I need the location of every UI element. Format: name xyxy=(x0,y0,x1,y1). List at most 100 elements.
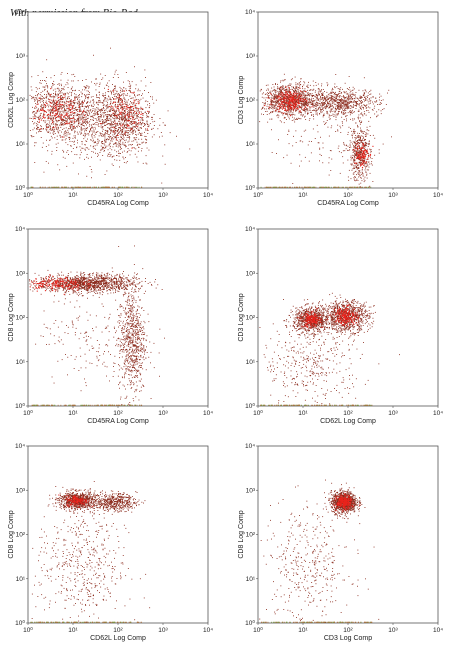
event-dot xyxy=(319,186,321,188)
event-dot xyxy=(78,104,80,106)
event-dot xyxy=(268,95,270,96)
event-dot xyxy=(125,108,127,110)
event-dot xyxy=(68,105,70,107)
event-dot xyxy=(48,92,50,94)
event-dot xyxy=(44,104,46,106)
event-dot xyxy=(56,186,58,188)
event-dot xyxy=(67,116,68,118)
event-dot xyxy=(105,121,107,123)
event-dot xyxy=(287,91,289,93)
event-dot xyxy=(61,99,63,100)
event-dot xyxy=(123,162,125,163)
event-dot xyxy=(273,105,275,106)
event-dot xyxy=(50,130,52,131)
event-dot xyxy=(120,122,122,124)
event-dot xyxy=(103,122,105,123)
event-dot xyxy=(85,129,86,131)
event-dot xyxy=(136,99,138,101)
event-dot xyxy=(324,91,325,92)
event-dot xyxy=(129,107,131,109)
event-dot xyxy=(101,79,103,80)
event-dot xyxy=(124,133,126,135)
event-dot xyxy=(52,95,54,97)
event-dot xyxy=(138,186,140,188)
event-dot xyxy=(115,111,117,112)
event-dot xyxy=(279,186,280,188)
event-dot xyxy=(114,121,116,122)
event-dot xyxy=(68,122,70,124)
event-dot xyxy=(128,124,130,126)
event-dot xyxy=(121,94,122,96)
event-dot xyxy=(34,116,36,118)
event-dot xyxy=(58,103,59,105)
event-dot xyxy=(352,89,354,91)
event-dot xyxy=(327,103,329,104)
event-dot xyxy=(117,134,119,136)
event-dot xyxy=(83,108,85,110)
event-dot xyxy=(142,115,144,116)
event-dot xyxy=(72,102,74,104)
event-dot xyxy=(97,124,99,126)
event-dot xyxy=(136,141,138,143)
event-dot xyxy=(39,109,41,111)
event-dot xyxy=(286,119,287,120)
event-dot xyxy=(146,142,147,144)
event-dot xyxy=(371,164,373,166)
event-dot xyxy=(299,186,301,188)
event-dot xyxy=(307,94,309,95)
event-dot xyxy=(110,90,112,92)
event-dot xyxy=(80,149,82,151)
event-dot xyxy=(123,150,125,152)
event-dot xyxy=(364,106,366,108)
event-dot xyxy=(288,109,290,110)
event-dot xyxy=(91,186,93,188)
event-dot xyxy=(369,94,371,95)
event-dot xyxy=(342,88,343,90)
event-dot xyxy=(355,150,357,152)
event-dot xyxy=(353,88,355,90)
event-dot xyxy=(153,125,155,126)
x-tick-label: 10⁴ xyxy=(203,192,213,199)
event-dot xyxy=(91,111,92,113)
event-dot xyxy=(59,105,61,107)
event-dot xyxy=(55,110,57,112)
event-dot xyxy=(57,126,59,128)
event-dot xyxy=(113,101,114,103)
event-dot xyxy=(311,110,313,111)
event-dot xyxy=(349,92,351,94)
event-dot xyxy=(283,88,284,90)
event-dot xyxy=(43,117,45,119)
event-dot xyxy=(100,126,102,128)
event-dot xyxy=(315,110,317,111)
event-dot xyxy=(365,132,367,134)
event-dot xyxy=(61,106,62,108)
event-dot xyxy=(141,132,143,134)
event-dot xyxy=(115,137,117,138)
event-dot xyxy=(304,101,306,103)
event-dot xyxy=(304,115,306,117)
event-dot xyxy=(81,96,83,98)
event-dot xyxy=(305,94,307,96)
event-dot xyxy=(70,145,72,146)
event-dot xyxy=(298,87,300,89)
event-dot xyxy=(297,95,299,97)
event-dot xyxy=(262,107,263,109)
event-dot xyxy=(325,101,327,102)
event-dot xyxy=(115,130,117,132)
event-dot xyxy=(52,112,54,114)
event-dot xyxy=(266,101,268,102)
event-dot xyxy=(79,106,81,108)
event-dot xyxy=(361,130,363,132)
event-dot xyxy=(90,145,92,147)
event-dot xyxy=(351,163,353,165)
event-dot xyxy=(122,135,124,137)
event-dot xyxy=(63,105,65,107)
event-dot xyxy=(81,102,83,104)
event-dot xyxy=(324,107,326,109)
event-dot xyxy=(353,146,354,148)
event-dot xyxy=(88,122,90,124)
event-dot xyxy=(344,112,346,114)
event-dot xyxy=(353,186,355,188)
event-dot xyxy=(278,101,280,103)
event-dot xyxy=(133,91,135,93)
